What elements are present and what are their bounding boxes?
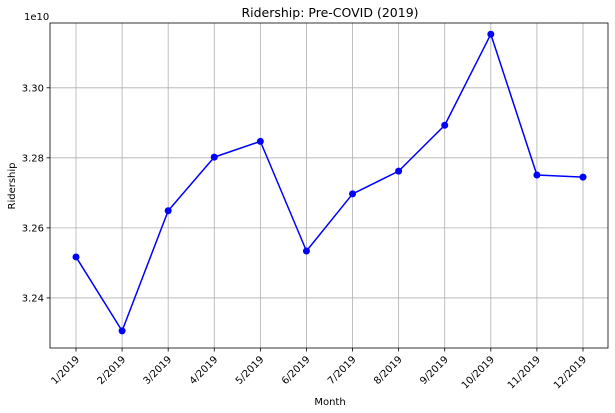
data-point <box>302 247 310 255</box>
y-axis-offset-label: 1e10 <box>24 12 49 23</box>
x-tick-label: 8/2019 <box>372 354 405 387</box>
x-tick-label: 11/2019 <box>506 354 543 391</box>
data-point <box>395 167 403 175</box>
y-tick-label: 3.28 <box>22 153 44 164</box>
data-point <box>441 121 449 129</box>
x-tick-label: 5/2019 <box>234 354 267 387</box>
data-point <box>256 137 264 145</box>
data-point <box>349 190 357 198</box>
x-axis-label: Month <box>314 397 345 408</box>
data-point <box>118 327 126 335</box>
x-tick-label: 2/2019 <box>96 354 129 387</box>
data-point <box>72 253 80 261</box>
y-tick-label: 3.26 <box>22 223 44 234</box>
grid-lines <box>50 23 608 348</box>
x-tick-label: 10/2019 <box>460 354 497 391</box>
x-tick-label: 3/2019 <box>142 354 175 387</box>
x-tick-label: 7/2019 <box>326 354 359 387</box>
x-tick-label: 4/2019 <box>188 354 221 387</box>
tick-labels: 1/2019 2/2019 3/2019 4/2019 5/2019 6/2019 7/20… <box>22 83 589 391</box>
series-line <box>75 33 584 332</box>
y-tick-label: 3.24 <box>22 293 44 304</box>
data-point <box>533 171 541 179</box>
x-tick-label: 1/2019 <box>49 354 82 387</box>
plot-frame <box>49 22 609 349</box>
data-point <box>210 153 218 161</box>
series-layer <box>72 30 587 335</box>
axes <box>46 22 609 352</box>
data-point <box>487 30 495 38</box>
x-tick-label: 6/2019 <box>280 354 313 387</box>
data-point <box>164 207 172 215</box>
y-axis-label: Ridership <box>7 162 18 209</box>
y-tick-label: 3.30 <box>22 83 44 94</box>
x-tick-label: 12/2019 <box>552 354 589 391</box>
chart-title: Ridership: Pre-COVID (2019) <box>241 5 418 20</box>
data-point <box>579 173 587 181</box>
x-tick-label: 9/2019 <box>418 354 451 387</box>
